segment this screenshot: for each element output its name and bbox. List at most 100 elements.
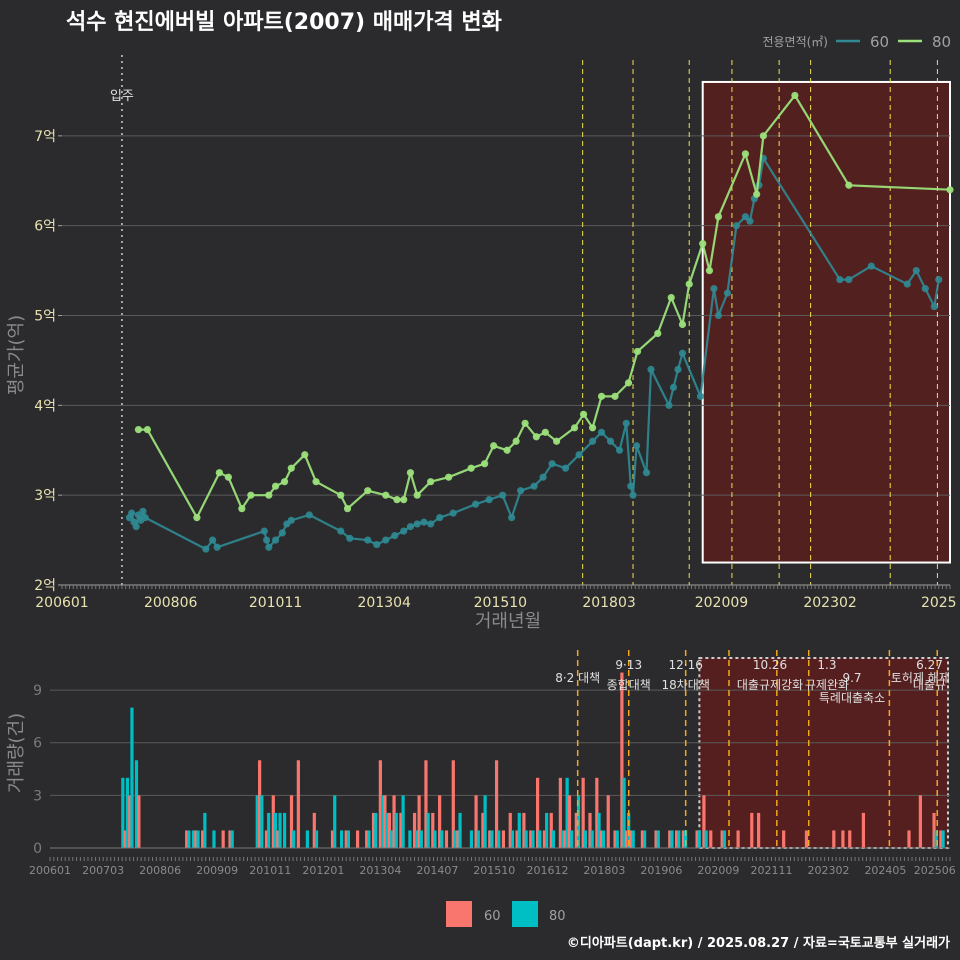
data-point-80 [143, 425, 152, 434]
data-point-60 [271, 536, 280, 544]
highlight-box [701, 80, 951, 564]
volume-bar-80 [385, 812, 389, 848]
volume-bars [121, 672, 945, 848]
data-point-60 [669, 383, 678, 391]
data-point-60 [128, 509, 136, 517]
policy-annotation: 토허제 해제 [891, 671, 950, 685]
volume-bar-60 [629, 830, 633, 848]
chart-title: 석수 현진에버빌 아파트(2007) 매매가격 변화 [66, 10, 502, 35]
price-series [125, 91, 954, 553]
volume-bar-80 [346, 830, 351, 848]
data-point-80 [382, 491, 390, 499]
volume-bar-60 [595, 777, 599, 848]
volume-bar-80 [545, 812, 549, 848]
data-point-80 [579, 410, 588, 418]
volume-bar-80 [408, 830, 412, 848]
volume-bar-80 [697, 830, 701, 848]
x-tick-label: 201510 [474, 595, 527, 611]
data-point-60 [629, 491, 637, 499]
volume-bar-60 [515, 830, 519, 848]
volume-bar-60 [399, 812, 403, 848]
y-tick-label: 5억 [34, 309, 56, 325]
data-point-60 [539, 473, 547, 481]
data-point-80 [946, 186, 954, 194]
volume-bar-60 [702, 795, 706, 848]
data-point-60 [606, 437, 615, 445]
data-point-60 [622, 419, 630, 427]
volume-bar-60 [355, 830, 360, 848]
data-point-80 [215, 469, 223, 477]
volume-bar-80 [191, 830, 196, 848]
data-point-60 [413, 520, 421, 528]
volume-bar-80 [684, 830, 688, 848]
volume-y-tick: 9 [33, 683, 42, 699]
data-point-80 [427, 478, 435, 486]
volume-bar-80 [121, 777, 125, 848]
volume-bar-80 [615, 830, 619, 848]
volume-bar-80 [565, 777, 569, 848]
volume-bar-60 [848, 830, 852, 848]
volume-x-tick-label: 201407 [416, 864, 458, 877]
volume-bar-80 [483, 795, 487, 848]
volume-bar-80 [380, 795, 385, 848]
data-point-60 [665, 401, 673, 409]
volume-bar-60 [681, 830, 686, 848]
volume-bar-80 [631, 830, 635, 848]
data-point-80 [238, 505, 246, 513]
data-point-60 [139, 507, 147, 515]
data-point-60 [710, 284, 718, 293]
data-point-80 [224, 473, 232, 481]
volume-bar-60 [841, 830, 845, 848]
legend-label-bar-60: 60 [484, 909, 501, 924]
data-point-80 [624, 379, 633, 387]
legend-label-bar-80: 80 [549, 909, 566, 924]
volume-bar-80 [130, 707, 134, 848]
volume-bar-60 [782, 830, 786, 848]
volume-bar-80 [196, 830, 200, 848]
volume-x-tick-label: 200601 [29, 864, 71, 877]
data-point-80 [759, 132, 768, 140]
volume-bar-80 [531, 830, 535, 848]
data-point-80 [552, 437, 561, 445]
data-point-80 [265, 491, 273, 499]
volume-bar-60 [757, 812, 761, 848]
volume-bar-80 [677, 830, 681, 848]
data-point-60 [517, 487, 525, 495]
move-in-label: 입주 [110, 89, 134, 104]
volume-bar-80 [656, 830, 660, 848]
data-point-60 [746, 217, 754, 225]
data-point-60 [867, 262, 875, 270]
data-point-80 [287, 464, 295, 472]
data-point-80 [503, 446, 511, 454]
policy-annotation: 8·2 대책 [555, 670, 600, 685]
policy-annotation: 1.3 [817, 658, 836, 672]
volume-bar-60 [861, 812, 866, 848]
data-point-60 [627, 482, 635, 490]
volume-x-tick-label: 201011 [249, 864, 291, 877]
volume-bar-60 [709, 830, 713, 848]
volume-bar-80 [453, 830, 458, 848]
data-point-60 [278, 529, 286, 537]
data-point-80 [588, 424, 597, 432]
volume-bar-80 [374, 812, 378, 848]
volume-bar-60 [606, 795, 610, 848]
volume-bar-60 [431, 812, 435, 848]
volume-bar-60 [599, 830, 603, 848]
data-point-60 [449, 509, 457, 517]
data-point-80 [685, 280, 693, 288]
data-point-80 [343, 505, 352, 513]
y-tick-label: 6억 [34, 219, 56, 235]
volume-bar-80 [230, 830, 234, 848]
data-point-60 [213, 543, 221, 551]
policy-annotation: 18차대책 [662, 677, 710, 692]
data-point-80 [301, 451, 309, 459]
volume-bar-80 [704, 830, 708, 848]
volume-bar-60 [228, 830, 232, 848]
volume-bar-80 [267, 812, 271, 848]
volume-bar-80 [490, 830, 494, 848]
data-point-60 [561, 464, 570, 472]
volume-bar-80 [390, 830, 394, 848]
data-point-60 [633, 442, 641, 450]
data-point-80 [445, 473, 453, 481]
volume-x-tick-label: 202506 [914, 864, 956, 877]
